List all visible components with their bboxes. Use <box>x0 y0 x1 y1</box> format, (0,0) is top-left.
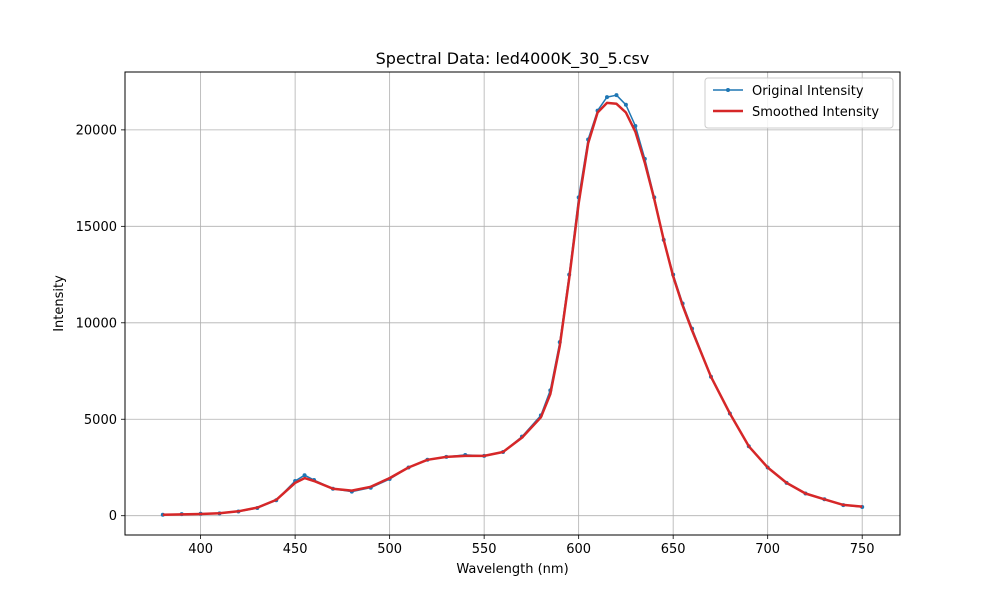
y-axis-label: Intensity <box>52 275 67 332</box>
legend-label-smoothed: Smoothed Intensity <box>752 105 879 120</box>
y-tick-label: 5000 <box>84 413 117 428</box>
chart-title: Spectral Data: led4000K_30_5.csv <box>376 49 650 69</box>
data-point-original <box>614 93 619 98</box>
legend-box <box>704 77 894 129</box>
series-layer <box>160 93 865 517</box>
legend-marker-original <box>726 88 730 92</box>
x-tick-label: 700 <box>755 542 780 557</box>
x-tick-label: 400 <box>188 542 213 557</box>
plot-frame <box>124 71 901 536</box>
x-axis-label: Wavelength (nm) <box>456 562 568 577</box>
legend: Original Intensity Smoothed Intensity <box>704 77 894 129</box>
x-tick-label: 450 <box>283 542 308 557</box>
x-tick-label: 650 <box>661 542 686 557</box>
data-point-original <box>605 95 610 100</box>
legend-label-original: Original Intensity <box>752 84 864 99</box>
y-tick-label: 15000 <box>76 220 117 235</box>
x-tick-label: 750 <box>850 542 875 557</box>
data-point-original <box>302 473 307 478</box>
x-tick-label: 550 <box>472 542 497 557</box>
series-line-smoothed <box>162 101 863 516</box>
y-tick-label: 10000 <box>76 316 117 331</box>
grid <box>125 72 900 535</box>
ticks: 400 450 500 550 600 650 700 750 0 5000 10000 15000 2… <box>76 123 875 557</box>
x-tick-label: 600 <box>566 542 591 557</box>
y-tick-label: 20000 <box>76 123 117 138</box>
x-tick-label: 500 <box>377 542 402 557</box>
data-point-original <box>623 102 628 107</box>
y-tick-label: 0 <box>109 509 117 524</box>
